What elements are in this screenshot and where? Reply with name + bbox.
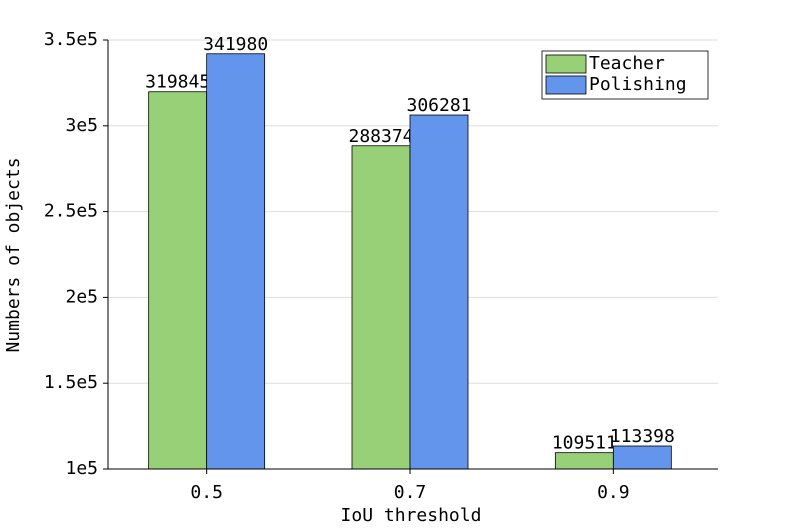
bar (351, 145, 411, 470)
value-label: 341980 (203, 34, 268, 55)
y-tick-label: 3e5 (65, 115, 98, 136)
value-label: 288374 (348, 126, 413, 147)
legend-label: Polishing (589, 74, 687, 95)
legend-swatch (545, 75, 587, 95)
y-tick-label: 2.5e5 (44, 201, 98, 222)
value-label: 109511 (552, 433, 617, 454)
y-tick-label: 1.5e5 (44, 372, 98, 393)
bar (148, 91, 208, 470)
x-tick-label: 0.9 (597, 482, 630, 503)
bar (612, 445, 672, 470)
value-label: 113398 (610, 426, 675, 447)
y-tick-label: 2e5 (65, 286, 98, 307)
y-tick-label: 3.5e5 (44, 29, 98, 50)
x-axis-label: IoU threshold (341, 505, 482, 526)
value-label: 319845 (145, 72, 210, 93)
bar (554, 452, 614, 470)
bar (409, 114, 469, 470)
x-tick-label: 0.7 (394, 482, 427, 503)
legend-swatch (545, 54, 587, 74)
y-axis-label: Numbers of objects (3, 157, 24, 352)
y-tick-label: 1e5 (65, 458, 98, 479)
legend-label: Teacher (589, 53, 665, 74)
value-label: 306281 (406, 95, 471, 116)
bar (206, 53, 266, 470)
x-tick-label: 0.5 (190, 482, 223, 503)
